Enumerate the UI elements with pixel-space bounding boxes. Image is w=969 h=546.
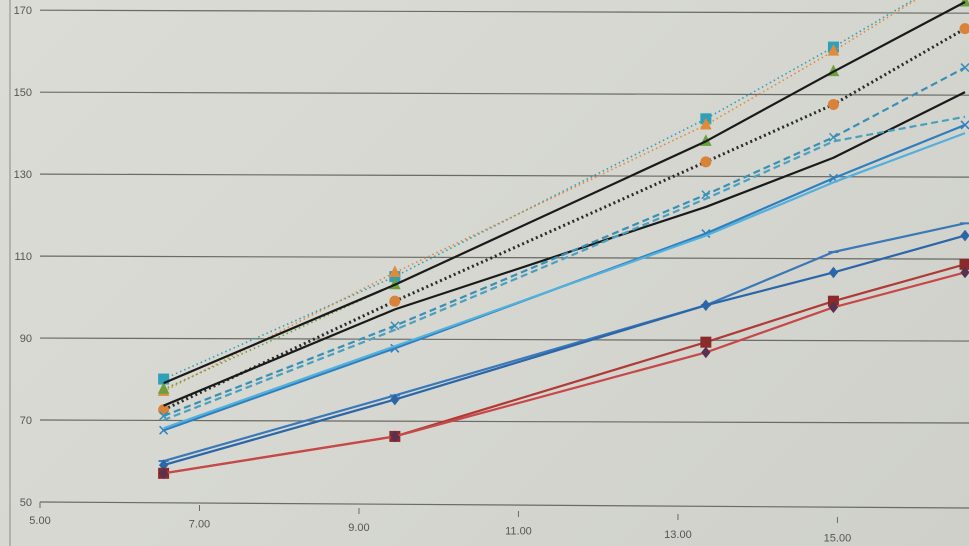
series-line-3 — [163, 1, 966, 385]
y-tick-label: 110 — [14, 251, 32, 263]
data-point-s1-1 — [389, 265, 401, 277]
data-point-s13-1 — [390, 430, 400, 443]
x-tick-label: 15.00 — [824, 533, 852, 545]
series-line-12 — [163, 263, 966, 475]
data-point-s11-1 — [390, 393, 400, 406]
x-tick-label: 13.00 — [664, 529, 692, 541]
y-tick-label: 170 — [14, 5, 32, 17]
y-tick-label: 150 — [14, 87, 32, 99]
data-point-s1-3 — [827, 44, 840, 56]
data-point-s4-4 — [959, 23, 969, 35]
series-line-13 — [163, 271, 966, 475]
y-tick-label: 90 — [20, 333, 32, 345]
series-line-11 — [163, 234, 966, 467]
data-point-s11-2 — [701, 299, 711, 312]
gridlines — [39, 9, 969, 509]
data-point-s4-1 — [389, 295, 401, 307]
series-group — [157, 0, 969, 480]
data-point-s2-0 — [157, 382, 170, 394]
gridline — [39, 91, 969, 96]
data-point-s12-2 — [700, 336, 712, 348]
series-line-7 — [163, 115, 966, 422]
data-point-s11-3 — [828, 266, 839, 279]
data-point-s13-0 — [158, 467, 169, 480]
axes: 50 70 90 110 130 150 170 5.00 7.00 9.00 11.00 13.00… — [9, 0, 852, 546]
x-tick-label: 9.00 — [348, 522, 369, 534]
gridline — [39, 173, 969, 178]
y-tick-label: 50 — [20, 497, 32, 509]
data-point-s6-1 — [390, 321, 400, 331]
data-point-s8-4 — [960, 120, 969, 130]
gridline — [39, 255, 969, 260]
x-tick-label: 5.00 — [29, 515, 50, 527]
x-tick-label: 11.00 — [505, 526, 532, 538]
data-point-s1-2 — [700, 117, 712, 130]
data-point-s4-3 — [827, 98, 839, 110]
series-line-9 — [163, 132, 966, 430]
y-tick-label: 70 — [20, 415, 32, 427]
data-point-s13-3 — [828, 301, 839, 314]
data-point-s6-4 — [960, 63, 969, 73]
gridline — [39, 419, 969, 424]
series-line-0 — [163, 0, 915, 380]
data-point-s4-2 — [700, 156, 712, 168]
data-point-s13-4 — [960, 266, 969, 279]
y-tick-label: 130 — [14, 169, 32, 181]
series-line-6 — [163, 66, 966, 417]
series-line-4 — [162, 27, 966, 412]
data-point-s11-4 — [960, 229, 969, 242]
data-point-s13-2 — [701, 346, 711, 359]
gridline — [39, 9, 969, 14]
series-line-5 — [163, 91, 966, 407]
gridline — [39, 337, 969, 342]
gridline — [39, 501, 969, 509]
x-tick-label: 7.00 — [189, 519, 210, 531]
